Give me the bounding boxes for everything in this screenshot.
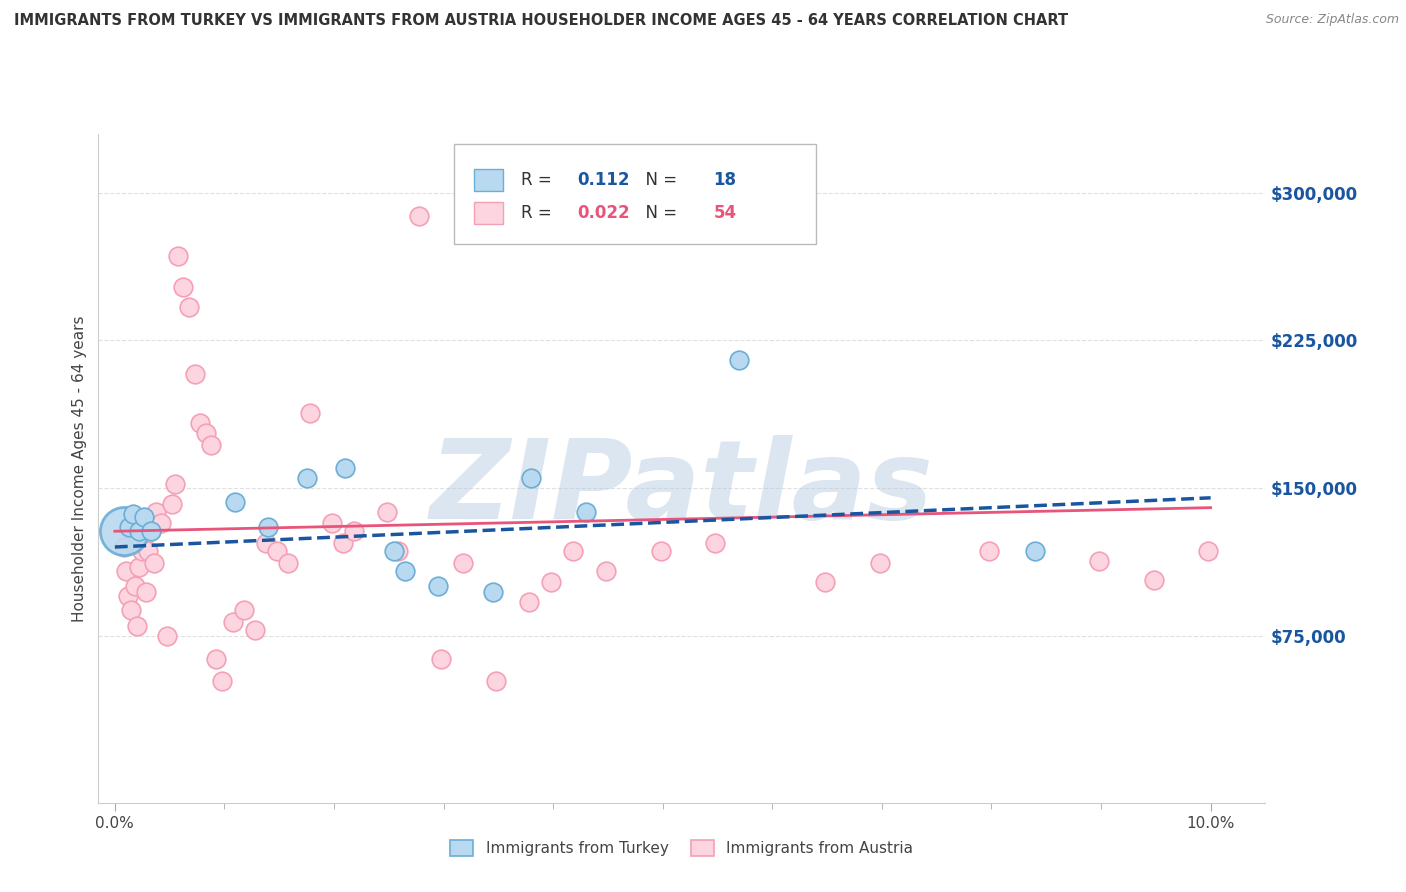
Point: [112, 524, 135, 539]
Point: [139, 524, 162, 539]
Point: [1143, 574, 1166, 588]
Point: [222, 615, 245, 629]
Point: [869, 556, 891, 570]
Point: [167, 249, 190, 263]
Point: [120, 603, 142, 617]
Point: [1197, 544, 1219, 558]
Text: IMMIGRANTS FROM TURKEY VS IMMIGRANTS FROM AUSTRIA HOUSEHOLDER INCOME AGES 45 - 6: IMMIGRANTS FROM TURKEY VS IMMIGRANTS FRO…: [14, 13, 1069, 29]
Point: [124, 579, 146, 593]
Point: [149, 516, 172, 531]
Point: [540, 575, 562, 590]
Text: 18: 18: [713, 170, 737, 188]
Point: [387, 544, 409, 558]
Point: [485, 673, 508, 688]
Point: [233, 603, 256, 617]
Point: [382, 544, 405, 558]
Point: [453, 556, 475, 570]
Point: [427, 579, 450, 593]
Point: [136, 544, 159, 558]
Point: [728, 353, 751, 368]
Point: [277, 556, 299, 570]
Point: [575, 505, 598, 519]
Point: [135, 585, 157, 599]
Point: [295, 471, 318, 485]
Point: [139, 524, 162, 539]
Point: [375, 505, 398, 519]
Point: [194, 425, 217, 440]
Point: [595, 564, 617, 578]
Text: 0.112: 0.112: [576, 170, 630, 188]
Point: [188, 416, 211, 430]
FancyBboxPatch shape: [474, 169, 503, 191]
Point: [257, 520, 280, 534]
Point: [814, 575, 837, 590]
Text: 54: 54: [713, 204, 737, 222]
Point: [266, 544, 288, 558]
FancyBboxPatch shape: [474, 202, 503, 224]
Point: [172, 280, 194, 294]
Point: [650, 544, 672, 558]
Point: [179, 300, 201, 314]
Point: [561, 544, 583, 558]
Point: [128, 524, 150, 539]
Point: [131, 544, 153, 558]
Point: [122, 507, 145, 521]
Text: R =: R =: [520, 204, 557, 222]
Text: Source: ZipAtlas.com: Source: ZipAtlas.com: [1265, 13, 1399, 27]
Point: [211, 673, 233, 688]
Y-axis label: Householder Income Ages 45 - 64 years: Householder Income Ages 45 - 64 years: [72, 315, 87, 622]
Point: [118, 520, 141, 534]
FancyBboxPatch shape: [454, 144, 815, 244]
Text: N =: N =: [636, 204, 682, 222]
Point: [254, 536, 277, 550]
Point: [200, 438, 222, 452]
Point: [321, 516, 343, 531]
Point: [517, 595, 540, 609]
Point: [160, 497, 183, 511]
Point: [165, 477, 187, 491]
Point: [408, 210, 430, 224]
Point: [156, 628, 179, 642]
Point: [125, 618, 148, 632]
Point: [482, 585, 505, 599]
Point: [128, 559, 150, 574]
Text: 0.022: 0.022: [576, 204, 630, 222]
Point: [1024, 544, 1046, 558]
Point: [520, 471, 543, 485]
Text: ZIPatlas: ZIPatlas: [430, 435, 934, 541]
Point: [117, 589, 139, 603]
Point: [243, 623, 266, 637]
Point: [112, 540, 135, 554]
Text: R =: R =: [520, 170, 557, 188]
Point: [1088, 554, 1111, 568]
Point: [979, 544, 1001, 558]
Point: [332, 536, 354, 550]
Point: [333, 461, 356, 475]
Point: [704, 536, 727, 550]
Point: [224, 494, 246, 508]
Point: [298, 406, 321, 420]
Point: [134, 510, 156, 524]
Point: [430, 652, 453, 666]
Point: [394, 564, 416, 578]
Text: N =: N =: [636, 170, 682, 188]
Point: [114, 564, 136, 578]
Legend: Immigrants from Turkey, Immigrants from Austria: Immigrants from Turkey, Immigrants from …: [444, 834, 920, 862]
Point: [143, 556, 166, 570]
Point: [204, 652, 226, 666]
Point: [145, 505, 167, 519]
Point: [184, 367, 207, 381]
Point: [343, 524, 366, 539]
